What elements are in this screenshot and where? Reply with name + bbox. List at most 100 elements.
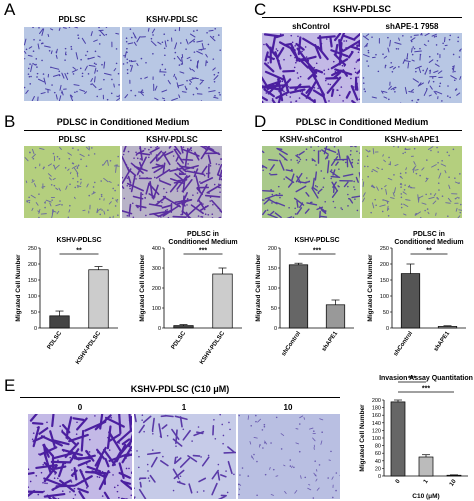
y-axis-label: Migrated Cell Number	[367, 254, 374, 322]
micrograph-b2	[122, 146, 222, 218]
y-tick-label: 250	[28, 246, 37, 252]
chart-title: KSHV-PDLSC	[294, 237, 339, 244]
y-tick-label: 50	[31, 310, 37, 316]
bar-chart-4: PDLSC in Conditioned Medium 0 50 100 150 200 25…	[367, 231, 466, 357]
panel-letter-e: E	[4, 376, 16, 395]
micrograph-e3	[238, 414, 340, 499]
bar	[49, 315, 70, 329]
y-tick-label: 200	[268, 246, 277, 252]
bar	[288, 264, 309, 329]
significance-label: ***	[408, 376, 416, 383]
panel-e-label-1: 0	[77, 403, 83, 412]
panel-d-label-2: KSHV-shAPE1	[384, 135, 440, 144]
x-tick-label: PDLSC	[171, 330, 188, 351]
panel-a-label-1: PDLSC	[58, 15, 86, 24]
x-tick-label: 1	[423, 478, 430, 485]
panel-b-label-2: KSHV-PDLSC	[146, 135, 198, 144]
bar	[173, 325, 194, 329]
x-tick-label: shAPE1	[433, 330, 451, 353]
x-tick-label: KSHV-PDLSC	[75, 330, 102, 366]
y-tick-label: 400	[152, 246, 161, 252]
y-tick-label: 60	[375, 451, 381, 457]
bar	[400, 273, 421, 329]
chart-title: PDLSC in Conditioned Medium	[394, 231, 463, 246]
panel-c-rule	[262, 17, 462, 18]
y-tick-label: 200	[152, 286, 161, 292]
y-tick-label: 80	[375, 444, 381, 450]
panel-d-title: PDLSC in Conditioned Medium	[295, 117, 429, 127]
y-tick-label: 150	[28, 278, 37, 284]
y-tick-label: 150	[268, 266, 277, 272]
micrograph-e2	[134, 414, 236, 499]
micrograph-d2	[362, 146, 462, 218]
x-tick-label: shControl	[281, 330, 302, 357]
y-tick-label: 180	[372, 406, 381, 412]
bar	[446, 474, 462, 477]
bar-chart-2: PDLSC in Conditioned Medium 0 100 200 300 400 M…	[139, 231, 242, 366]
x-tick-label: shControl	[393, 330, 414, 357]
y-tick-label: 100	[380, 294, 389, 300]
panel-c-title: KSHV-PDLSC	[332, 4, 391, 14]
y-tick-label: 150	[380, 278, 389, 284]
chart-title: Invasion Assay Quantitation	[379, 375, 473, 382]
y-axis-label: Migrated Cell Number	[359, 404, 366, 472]
y-tick-label: 300	[152, 266, 161, 272]
significance-label: **	[76, 248, 82, 255]
y-tick-label: 0	[386, 326, 389, 332]
panel-letter-d: D	[254, 112, 267, 131]
significance-label: ***	[199, 248, 207, 255]
bar-chart-5: Invasion Assay Quantitation0204060801001…	[359, 375, 473, 500]
x-tick-label: 0	[395, 478, 402, 485]
significance-label: ***	[313, 248, 321, 255]
micrograph-a2	[122, 27, 222, 101]
y-tick-label: 250	[380, 246, 389, 252]
micrograph-b1	[24, 146, 120, 218]
bar	[437, 326, 458, 329]
panel-d-rule	[262, 130, 462, 131]
y-axis-label: Migrated Cell Number	[139, 254, 146, 322]
x-tick-label: 10	[449, 478, 458, 487]
bar	[418, 456, 434, 477]
panel-e-rule	[20, 397, 340, 398]
x-axis-label: C10 (μM)	[412, 493, 439, 500]
significance-label: **	[426, 248, 432, 255]
y-tick-label: 0	[274, 326, 277, 332]
y-tick-label: 0	[34, 326, 37, 332]
panel-d-label-1: KSHV-shControl	[279, 135, 343, 144]
panel-e-title: KSHV-PDLSC (C10 μM)	[130, 384, 230, 394]
y-tick-label: 200	[372, 398, 381, 404]
panel-a-label-2: KSHV-PDLSC	[146, 15, 198, 24]
significance-label: ***	[422, 386, 430, 393]
y-tick-label: 0	[158, 326, 161, 332]
y-tick-label: 160	[372, 413, 381, 419]
y-tick-label: 20	[375, 466, 381, 472]
bar	[325, 304, 346, 329]
panel-e-label-2: 1	[181, 403, 187, 412]
panel-b-title: PDLSC in Conditioned Medium	[56, 117, 190, 127]
bar-chart-3: KSHV-PDLSC 0 50 100 150 200 Migrated Cell Numb…	[255, 237, 354, 357]
panel-letter-b: B	[4, 112, 16, 131]
panel-c-label-1: shControl	[292, 22, 330, 31]
x-tick-label: KSHV-PDLSC	[199, 330, 226, 366]
x-tick-label: PDLSC	[47, 330, 64, 351]
micrograph-e1	[28, 414, 132, 499]
y-tick-label: 140	[372, 421, 381, 427]
y-tick-label: 100	[372, 436, 381, 442]
micrograph-a1	[24, 27, 120, 101]
bar	[212, 273, 233, 329]
y-tick-label: 100	[28, 294, 37, 300]
y-tick-label: 120	[372, 428, 381, 434]
x-tick-label: shAPE1	[321, 330, 339, 353]
y-tick-label: 200	[380, 262, 389, 268]
bar	[88, 269, 109, 329]
y-tick-label: 200	[28, 262, 37, 268]
panel-c-label-2: shAPE-1 7958	[385, 22, 439, 31]
y-axis-label: Migrated Cell Number	[255, 254, 262, 322]
bar-chart-1: KSHV-PDLSC 0 50 100 150 200 250 Migrated Cell N…	[15, 237, 118, 366]
bar	[390, 401, 406, 477]
y-tick-label: 0	[378, 474, 381, 480]
y-tick-label: 50	[383, 310, 389, 316]
y-tick-label: 100	[268, 286, 277, 292]
micrograph-c1	[262, 33, 360, 103]
panel-letter-c: C	[254, 0, 267, 19]
